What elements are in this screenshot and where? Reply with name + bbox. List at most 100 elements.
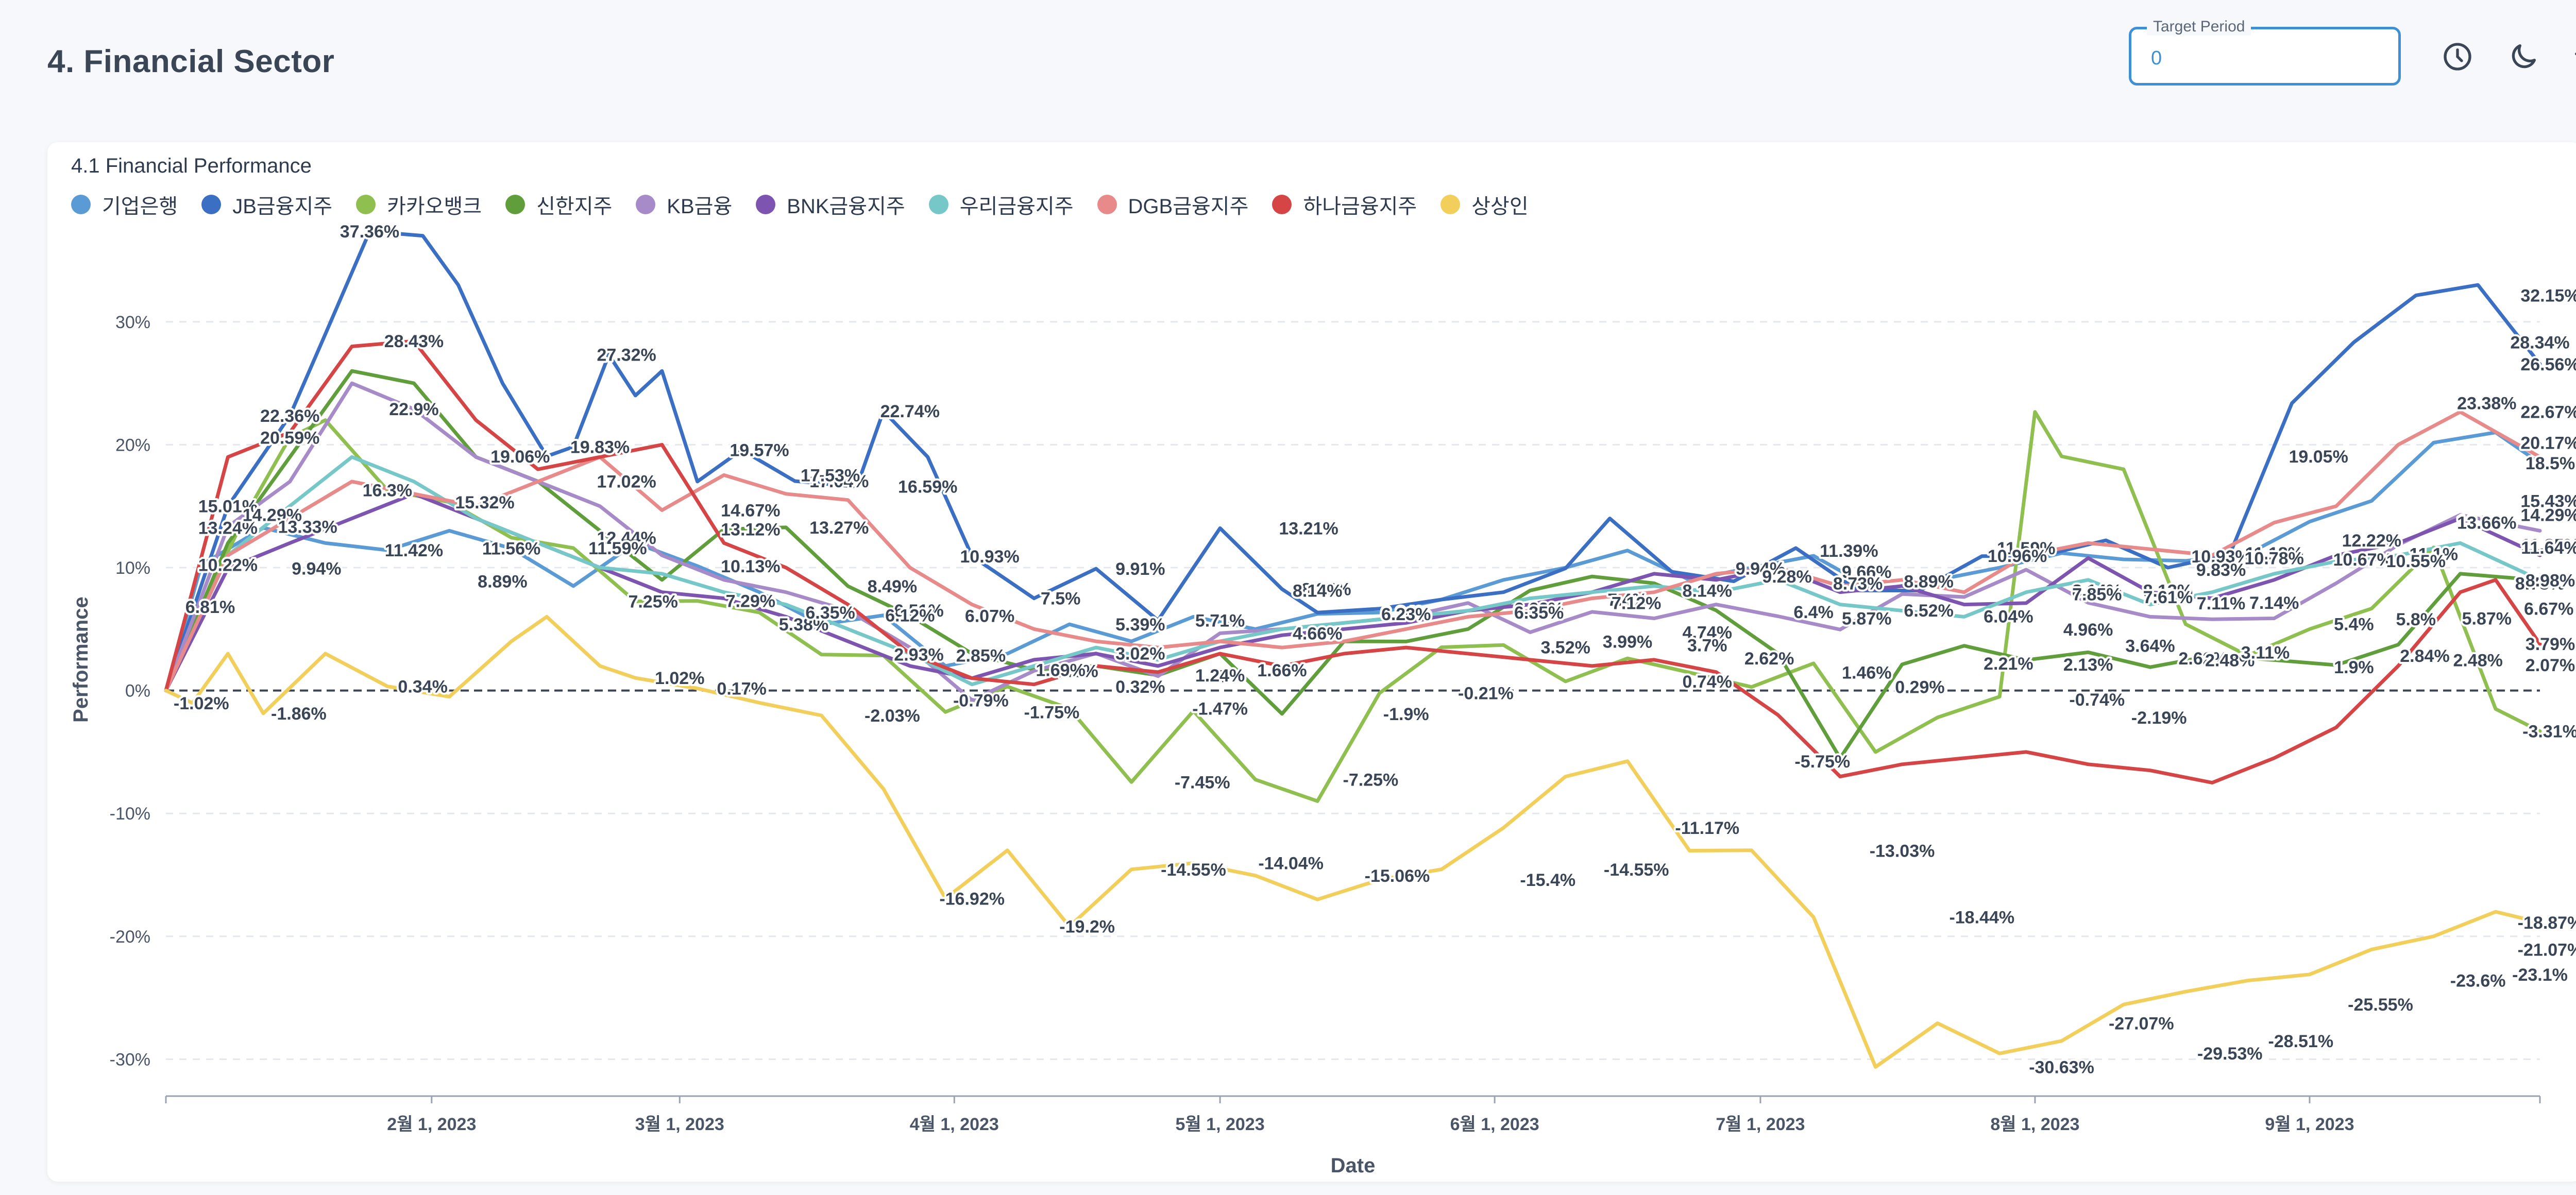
data-label: 1.02% [655,669,704,688]
data-label: 17.53% [801,466,860,485]
series-line-1 [164,229,2542,693]
data-label: 3.52% [1540,638,1590,658]
data-label: 11.59% [1997,539,2055,558]
page-title: 4. Financial Sector [47,44,335,79]
legend-label: 카카오뱅크 [387,195,482,218]
x-tick-label: 3월 1, 2023 [635,1115,724,1134]
data-label: 1.6% [1058,661,1098,681]
axes: 30% 20% 10% 0% -10% -20% -30% 2월 1, 2023 3월 1, 2… [70,313,2541,1177]
legend-item-1[interactable]: JB금융지주 [201,190,332,219]
data-label: 10.96% [1988,547,2047,566]
data-label: 11.42% [385,541,443,560]
target-period-field[interactable]: Target Period [2129,18,2401,86]
data-label: 19.05% [2289,447,2348,467]
data-label: 1.17% [1195,667,1245,687]
data-label: 10.93% [2191,547,2250,567]
legend-swatch [756,195,776,214]
data-label: -0.21% [1458,684,1514,704]
legend-item-5[interactable]: BNK금융지주 [756,190,905,219]
data-label: 13.12% [721,520,780,540]
data-label: -30.63% [2029,1057,2094,1077]
y-tick-label: 0% [125,681,150,701]
data-label: 2.62% [1744,649,1794,669]
data-label: 11.59% [588,539,647,558]
data-label: 6.81% [185,598,235,617]
data-label: 6.35% [1514,603,1564,623]
legend-item-9[interactable]: 상상인 [1440,190,1529,219]
data-label: -14.55% [1604,860,1669,880]
data-label: 17.02% [597,472,656,491]
data-label: 4.74% [1683,623,1732,642]
data-label: 20.59% [260,428,319,448]
legend-item-8[interactable]: 하나금융지주 [1272,190,1417,219]
data-label: -1.9% [1383,705,1429,724]
legend-swatch [356,195,376,214]
data-label: 37.36% [340,222,399,242]
x-tick-label: 2월 1, 2023 [387,1115,476,1134]
legend-label: BNK금융지주 [787,195,905,218]
data-label: 8.14% [2072,581,2122,601]
legend-item-4[interactable]: KB금융 [636,190,732,219]
legend-item-3[interactable]: 신한지주 [505,190,612,219]
data-label: 3.11% [2241,643,2290,662]
data-label: -0.74% [2069,690,2125,710]
data-label: 1.46% [1842,663,1891,683]
data-label: 22.74% [880,402,940,421]
data-label: -1.86% [271,704,327,724]
data-label: 2.48% [2205,651,2255,670]
series-line-6 [164,455,2542,693]
data-label: 3.64% [2125,637,2175,656]
data-label: 9.66% [1842,562,1891,582]
y-tick-label: 10% [115,558,150,578]
x-tick-label: 7월 1, 2023 [1716,1115,1805,1134]
data-label: 17.04% [809,472,869,491]
data-label: -2.03% [865,706,920,726]
data-label: -7.45% [1175,773,1230,792]
legend-item-6[interactable]: 우리금융지주 [928,190,1074,219]
data-label: 4.96% [2063,620,2113,640]
data-label: 19.83% [570,437,630,457]
data-label: -7.25% [1343,771,1399,790]
data-label: 12.22% [2342,531,2401,551]
moon-icon[interactable] [2507,40,2540,73]
data-label: 6.4% [1793,603,1834,622]
data-label: 1.9% [2334,658,2374,677]
data-label: -3.31% [2522,722,2576,742]
data-label: -1.75% [1024,703,1080,722]
data-label: 7.61% [2143,588,2193,607]
data-label: 13.66% [2457,514,2516,533]
data-label: 8.73% [1833,574,1883,593]
legend-label: 우리금융지주 [959,195,1074,218]
legend-item-0[interactable]: 기업은행 [71,190,178,219]
legend-swatch [928,195,948,214]
data-label: 22.9% [389,400,438,419]
data-label: 10.93% [960,547,1019,567]
clock-icon[interactable] [2441,40,2474,73]
legend-label: 상상인 [1471,195,1529,218]
data-label: 20.17% [2520,433,2576,453]
data-label: 9.83% [2196,560,2246,580]
chart-title: 4.1 Financial Performance [71,155,312,177]
data-label: 5.4% [2334,615,2374,635]
target-period-input[interactable] [2150,45,2379,72]
data-label: -14.04% [1258,854,1324,874]
data-label: -15.4% [1520,870,1575,890]
data-label: 22.36% [260,406,319,426]
data-label: 16.59% [898,477,957,497]
chart-legend: 기업은행 JB금융지주 카카오뱅크 신한지주 KB금융 BNK금융지주 우리금융지주 DGB금… [71,190,1552,219]
data-label: -13.03% [1870,841,1935,861]
data-label: 2.84% [2400,646,2449,666]
data-label: 5.87% [2462,609,2512,629]
data-label: 8.13% [2143,582,2193,601]
series-line-8 [164,339,2542,784]
legend-item-7[interactable]: DGB금융지주 [1097,190,1248,219]
legend-label: 신한지주 [536,195,613,218]
data-label: 15.43% [2520,491,2576,511]
x-axis-title: Date [1331,1154,1376,1177]
data-label: -21.07% [2518,940,2576,960]
data-labels: 37.36% 28.43% 22.36% 22.9% 20.59% 15.01% 16.3%… [172,220,2576,1079]
legend-item-2[interactable]: 카카오뱅크 [356,190,482,219]
data-label: 8.25% [1301,580,1351,600]
x-tick-label: 6월 1, 2023 [1450,1115,1539,1134]
grid-lines [166,321,2540,1060]
